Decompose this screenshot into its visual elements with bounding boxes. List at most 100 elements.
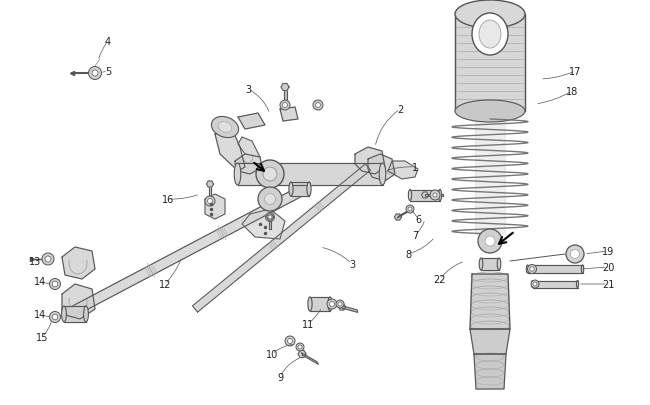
Circle shape: [566, 245, 584, 263]
Circle shape: [205, 196, 215, 207]
Text: 12: 12: [159, 279, 171, 289]
Circle shape: [52, 281, 58, 287]
Polygon shape: [238, 138, 260, 158]
Text: 1: 1: [412, 162, 418, 173]
Text: 2: 2: [397, 105, 403, 115]
Ellipse shape: [479, 21, 501, 49]
Polygon shape: [209, 185, 211, 198]
Circle shape: [330, 302, 335, 307]
Ellipse shape: [438, 190, 441, 201]
Polygon shape: [215, 132, 245, 172]
Text: 5: 5: [105, 67, 111, 77]
Polygon shape: [532, 281, 577, 288]
Circle shape: [285, 336, 295, 346]
Polygon shape: [291, 183, 309, 196]
Ellipse shape: [497, 258, 500, 270]
Ellipse shape: [84, 306, 88, 322]
Ellipse shape: [379, 164, 386, 185]
Polygon shape: [368, 155, 395, 181]
Ellipse shape: [307, 183, 311, 196]
Circle shape: [315, 103, 320, 108]
Circle shape: [256, 161, 284, 189]
Polygon shape: [235, 155, 262, 175]
Circle shape: [530, 267, 534, 271]
Ellipse shape: [472, 14, 508, 56]
Circle shape: [265, 194, 276, 205]
Circle shape: [533, 282, 537, 286]
Polygon shape: [242, 209, 285, 239]
Polygon shape: [455, 15, 525, 112]
Text: 20: 20: [602, 262, 614, 272]
Polygon shape: [66, 185, 307, 319]
Polygon shape: [64, 306, 86, 322]
Text: 17: 17: [569, 67, 581, 77]
Text: 13: 13: [29, 256, 41, 266]
Circle shape: [52, 314, 58, 320]
Text: 22: 22: [434, 274, 447, 284]
Polygon shape: [280, 108, 298, 122]
Ellipse shape: [455, 101, 525, 123]
Polygon shape: [421, 192, 428, 198]
Circle shape: [265, 213, 274, 222]
Circle shape: [287, 339, 292, 344]
Ellipse shape: [234, 164, 240, 185]
Ellipse shape: [218, 122, 232, 133]
Polygon shape: [395, 214, 402, 220]
Ellipse shape: [581, 265, 584, 273]
Ellipse shape: [328, 297, 332, 311]
Circle shape: [406, 205, 414, 213]
Circle shape: [92, 71, 98, 77]
Circle shape: [49, 279, 60, 290]
Text: 14: 14: [34, 309, 46, 319]
Text: 3: 3: [349, 259, 355, 269]
Polygon shape: [192, 164, 370, 312]
Text: 15: 15: [36, 332, 48, 342]
Circle shape: [433, 194, 437, 198]
Polygon shape: [528, 265, 582, 273]
Circle shape: [45, 256, 51, 262]
Ellipse shape: [455, 1, 525, 29]
Polygon shape: [62, 247, 95, 279]
Text: 3: 3: [245, 85, 251, 95]
Polygon shape: [388, 162, 418, 179]
Polygon shape: [398, 209, 412, 218]
Circle shape: [298, 345, 302, 349]
Text: 9: 9: [277, 372, 283, 382]
Polygon shape: [470, 329, 510, 354]
Circle shape: [42, 254, 54, 265]
Ellipse shape: [577, 281, 578, 288]
Circle shape: [313, 101, 323, 111]
Circle shape: [258, 188, 282, 211]
Ellipse shape: [479, 258, 483, 270]
Circle shape: [280, 101, 290, 111]
Circle shape: [327, 299, 337, 309]
Text: 21: 21: [602, 279, 614, 289]
Circle shape: [528, 265, 536, 274]
Circle shape: [88, 67, 101, 80]
Polygon shape: [268, 217, 271, 230]
Polygon shape: [470, 274, 510, 329]
Polygon shape: [425, 194, 443, 197]
Ellipse shape: [289, 183, 293, 196]
Polygon shape: [62, 284, 95, 319]
Circle shape: [531, 280, 539, 288]
Text: 8: 8: [405, 249, 411, 259]
Polygon shape: [205, 194, 225, 220]
Polygon shape: [238, 114, 265, 130]
Text: 10: 10: [266, 349, 278, 359]
Polygon shape: [342, 306, 358, 313]
Circle shape: [207, 199, 213, 204]
Ellipse shape: [408, 190, 411, 201]
Text: 11: 11: [302, 319, 314, 329]
Polygon shape: [339, 304, 346, 310]
Polygon shape: [410, 190, 440, 201]
Circle shape: [571, 250, 580, 259]
Polygon shape: [481, 258, 499, 270]
Circle shape: [430, 190, 440, 200]
Text: 6: 6: [415, 215, 421, 224]
Text: 4: 4: [105, 37, 111, 47]
Circle shape: [283, 103, 287, 108]
Polygon shape: [298, 351, 306, 358]
Polygon shape: [283, 88, 287, 104]
Text: 7: 7: [412, 230, 418, 241]
